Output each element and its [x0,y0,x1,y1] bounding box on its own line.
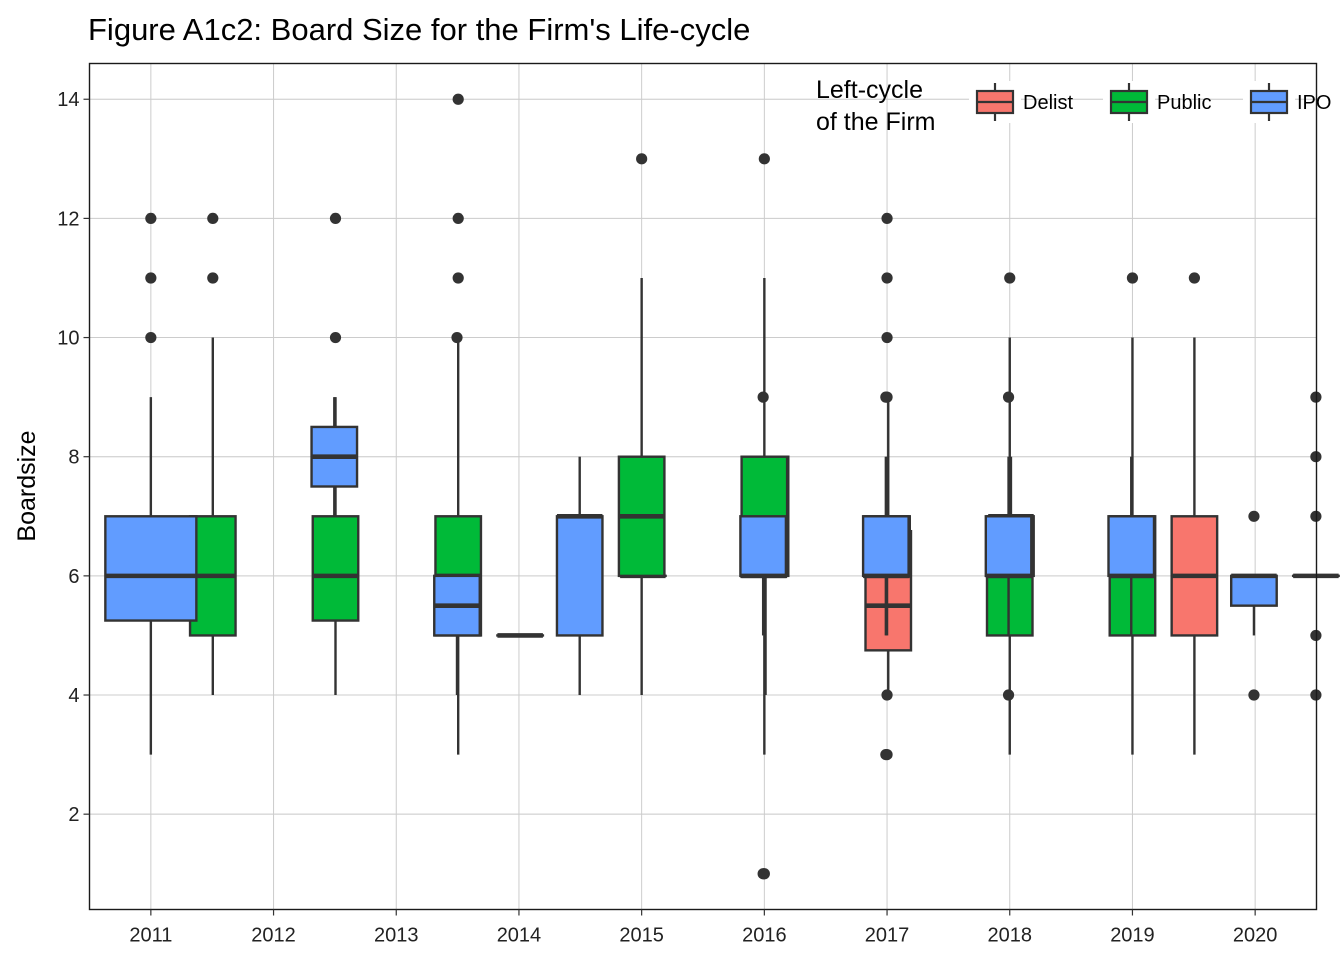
legend-title-line-1: Left-cycle [816,76,923,104]
box-public-2014 [435,94,481,755]
y-tick-label: 4 [68,685,79,707]
outlier-point [1004,272,1015,283]
box-ipo-2019 [1231,511,1277,701]
x-tick-label: 2017 [865,925,910,947]
y-tick-label: 12 [57,208,79,230]
outlier-point [759,153,770,164]
x-tick-label: 2018 [988,925,1033,947]
x-tick-label: 2014 [497,925,542,947]
legend: Left-cycle of the Firm Delist Public IPO [816,76,1331,136]
outlier-point [453,213,464,224]
y-tick-label: 8 [68,447,79,469]
box-body [557,516,603,635]
outlier-point [1127,272,1138,283]
box-body [740,516,786,576]
box-ipo-2016 [863,392,909,761]
y-tick-label: 2 [68,804,79,826]
legend-key-ipo: IPO [1243,81,1331,123]
outlier-point [451,332,462,343]
x-tick-label: 2020 [1233,925,1278,947]
outlier-point [453,94,464,105]
outlier-point [145,272,156,283]
box-body [105,516,196,620]
outlier-point [880,392,891,403]
x-tick-label: 2011 [129,925,172,947]
outlier-point [330,332,341,343]
box-body [863,516,909,576]
outlier-point [453,272,464,283]
outlier-point [1248,511,1259,522]
legend-label-public: Public [1157,92,1211,114]
outlier-point [880,749,891,760]
x-tick-label: 2015 [619,925,664,947]
axes: 2 4 6 8 10 12 14 2011 2012 2013 2014 2015 2016 2017 20… [57,89,1277,946]
outlier-point [1003,689,1014,700]
outlier-point [145,213,156,224]
outlier-point [758,392,769,403]
outlier-point [881,272,892,283]
outlier-point [1003,392,1014,403]
x-tick-label: 2019 [1110,925,1155,947]
legend-label-ipo: IPO [1297,92,1331,114]
x-tick-label: 2016 [742,925,787,947]
legend-title-line-2: of the Firm [816,108,935,136]
outlier-point [881,689,892,700]
y-tick-label: 10 [57,328,79,350]
outlier-point [881,332,892,343]
outlier-point [330,213,341,224]
legend-label-delist: Delist [1023,92,1073,114]
outlier-point [1248,689,1259,700]
y-axis-title: Boardsize [13,430,41,541]
box-body [1231,576,1277,606]
box-ipo-2014 [557,457,603,695]
outlier-point [207,213,218,224]
outlier-point [636,153,647,164]
box-body [313,516,359,620]
box-delist-2020 [1172,272,1218,754]
outlier-point [1189,272,1200,283]
y-tick-label: 14 [57,89,79,111]
box-body [986,516,1032,576]
outlier-point [758,868,769,879]
box-body [1109,516,1155,576]
x-tick-label: 2012 [251,925,296,947]
legend-key-delist: Delist [969,81,1073,123]
y-tick-label: 6 [68,566,79,588]
x-tick-label: 2013 [374,925,419,947]
chart-title: Figure A1c2: Board Size for the Firm's L… [88,12,750,47]
legend-key-public: Public [1103,81,1211,123]
box-ipo-2012 [312,397,358,516]
box-public-2012 [190,213,236,695]
outlier-point [145,332,156,343]
plot-area [105,94,1338,880]
outlier-point [881,213,892,224]
outlier-point [207,272,218,283]
